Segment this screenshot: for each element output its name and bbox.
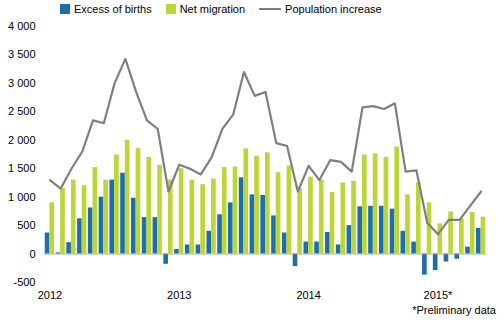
svg-text:2 000: 2 000 — [8, 134, 36, 146]
svg-text:2015*: 2015* — [424, 289, 453, 301]
svg-text:4 000: 4 000 — [8, 20, 36, 32]
svg-text:2014: 2014 — [296, 289, 320, 301]
svg-text:3 500: 3 500 — [8, 48, 36, 60]
html-text:Net migration: Net migration — [179, 3, 246, 15]
svg-text:3 000: 3 000 — [8, 77, 36, 89]
html-text:Excess of births: Excess of births — [74, 3, 152, 15]
svg-text:1 500: 1 500 — [8, 162, 36, 174]
svg-text:2012: 2012 — [38, 289, 62, 301]
svg-text:500: 500 — [17, 219, 35, 231]
svg-text:2 500: 2 500 — [8, 105, 36, 117]
svg-text:0: 0 — [29, 248, 35, 260]
svg-text:2013: 2013 — [167, 289, 191, 301]
html-text:Population increase: Population increase — [285, 3, 382, 15]
svg-text:1 000: 1 000 — [8, 191, 36, 203]
svg-text:-500: -500 — [13, 276, 35, 288]
html-text:*Preliminary data: *Preliminary data — [412, 304, 496, 316]
